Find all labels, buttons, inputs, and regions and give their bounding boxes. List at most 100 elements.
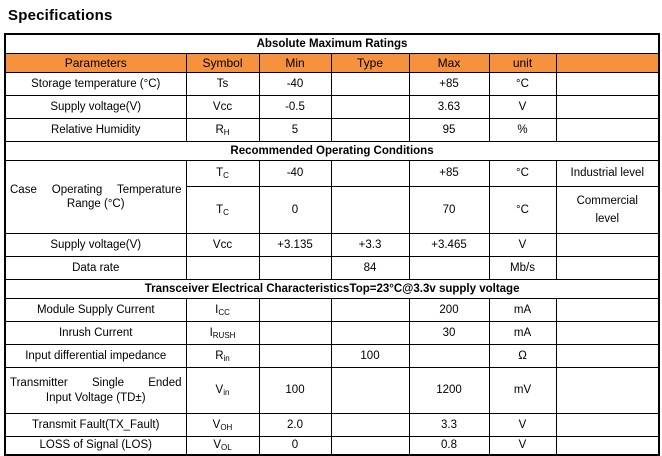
column-header-type: Type — [330, 53, 410, 73]
param-cell: Supply voltage(V) — [4, 95, 187, 119]
specifications-table: Absolute Maximum Ratings Parameters Symb… — [4, 33, 661, 456]
param-cell: Relative Humidity — [4, 118, 187, 142]
symbol-cell: ICC — [185, 298, 260, 322]
column-header-note — [555, 53, 660, 73]
type-cell — [330, 298, 410, 322]
min-cell: 2.0 — [258, 413, 332, 437]
note-cell — [555, 413, 660, 437]
min-cell: -0.5 — [258, 95, 332, 119]
column-header-max: Max — [408, 53, 490, 73]
section-row: Recommended Operating Conditions — [4, 141, 660, 161]
table-row: Inrush Current IRUSH 30 mA — [4, 321, 660, 345]
unit-cell: V — [488, 413, 557, 437]
note-cell: Industrial level — [555, 160, 660, 187]
unit-cell: °C — [488, 72, 557, 96]
symbol-cell: TC — [185, 160, 260, 187]
column-header-min: Min — [258, 53, 332, 73]
min-cell: 100 — [258, 367, 332, 414]
max-cell: 95 — [408, 118, 490, 142]
unit-cell: mA — [488, 321, 557, 345]
type-cell — [330, 367, 410, 414]
max-cell: 3.3 — [408, 413, 490, 437]
column-header-symbol: Symbol — [185, 53, 260, 73]
symbol-cell: RH — [185, 118, 260, 142]
unit-cell: mV — [488, 367, 557, 414]
param-cell: Input differential impedance — [4, 344, 187, 368]
table-row: Case Operating Temperature Range (°C) TC… — [4, 160, 660, 234]
section-row: Transceiver Electrical CharacteristicsTo… — [4, 279, 660, 299]
column-header-unit: unit — [488, 53, 557, 73]
table-row: Input differential impedance Rin 100 Ω — [4, 344, 660, 368]
unit-cell: % — [488, 118, 557, 142]
min-cell — [258, 256, 332, 280]
symbol-cell: Vcc — [185, 95, 260, 119]
note-cell — [555, 367, 660, 414]
type-cell — [330, 95, 410, 119]
max-cell: 70 — [408, 186, 490, 234]
column-header-parameters: Parameters — [4, 53, 187, 73]
symbol-cell — [185, 256, 260, 280]
min-cell: 5 — [258, 118, 332, 142]
type-cell: +3.3 — [330, 233, 410, 257]
param-cell: Data rate — [4, 256, 187, 280]
min-cell — [258, 321, 332, 345]
min-cell: 0 — [258, 186, 332, 234]
unit-cell: V — [488, 233, 557, 257]
section-header-recommended-operating-conditions: Recommended Operating Conditions — [4, 141, 660, 161]
table-row: Transmit Fault(TX_Fault) VOH 2.0 3.3 V — [4, 413, 660, 437]
max-cell — [408, 344, 490, 368]
param-cell: Supply voltage(V) — [4, 233, 187, 257]
type-cell — [330, 160, 410, 187]
page-title: Specifications — [8, 7, 113, 24]
min-cell: -40 — [258, 72, 332, 96]
symbol-cell: IRUSH — [185, 321, 260, 345]
unit-cell: °C — [488, 186, 557, 234]
table-row: Module Supply Current ICC 200 mA — [4, 298, 660, 322]
note-cell: Commercial level — [555, 186, 660, 234]
min-cell: -40 — [258, 160, 332, 187]
type-cell: 100 — [330, 344, 410, 368]
max-cell: +85 — [408, 160, 490, 187]
max-cell: 3.63 — [408, 95, 490, 119]
param-cell: Transmitter Single Ended Input Voltage (… — [4, 367, 187, 414]
type-cell: 84 — [330, 256, 410, 280]
table-header-row: Parameters Symbol Min Type Max unit — [4, 53, 660, 73]
max-cell — [408, 256, 490, 280]
unit-cell: mA — [488, 298, 557, 322]
table-row: TC 0 70 °C Commercial level — [5, 186, 660, 234]
section-header-transceiver-electrical-characteristics: Transceiver Electrical CharacteristicsTo… — [4, 279, 660, 299]
min-cell — [258, 344, 332, 368]
max-cell: 200 — [408, 298, 490, 322]
param-cell: Storage temperature (°C) — [4, 72, 187, 96]
max-cell: +3.465 — [408, 233, 490, 257]
type-cell — [330, 72, 410, 96]
min-cell — [258, 298, 332, 322]
symbol-cell: Ts — [185, 72, 260, 96]
unit-cell: Mb/s — [488, 256, 557, 280]
min-cell: +3.135 — [258, 233, 332, 257]
note-cell — [555, 233, 660, 257]
note-cell — [555, 298, 660, 322]
unit-cell: °C — [488, 160, 557, 187]
param-cell: Module Supply Current — [4, 298, 187, 322]
param-cell: Inrush Current — [4, 321, 187, 345]
max-cell: +85 — [408, 72, 490, 96]
unit-cell: Ω — [488, 344, 557, 368]
table-row: Supply voltage(V) Vcc -0.5 3.63 V — [4, 95, 660, 119]
max-cell: 30 — [408, 321, 490, 345]
symbol-cell: Rin — [185, 344, 260, 368]
max-cell: 1200 — [408, 367, 490, 414]
table-row: Data rate 84 Mb/s — [4, 256, 660, 280]
section-row: Absolute Maximum Ratings — [4, 33, 660, 54]
table-row: Transmitter Single Ended Input Voltage (… — [4, 367, 660, 414]
type-cell — [330, 186, 410, 234]
symbol-cell: Vin — [185, 367, 260, 414]
unit-cell: V — [488, 95, 557, 119]
note-cell — [555, 256, 660, 280]
symbol-cell: VOH — [185, 413, 260, 437]
type-cell — [330, 118, 410, 142]
note-cell — [555, 72, 660, 96]
type-cell — [330, 321, 410, 345]
table-row: Storage temperature (°C) Ts -40 +85 °C — [4, 72, 660, 96]
